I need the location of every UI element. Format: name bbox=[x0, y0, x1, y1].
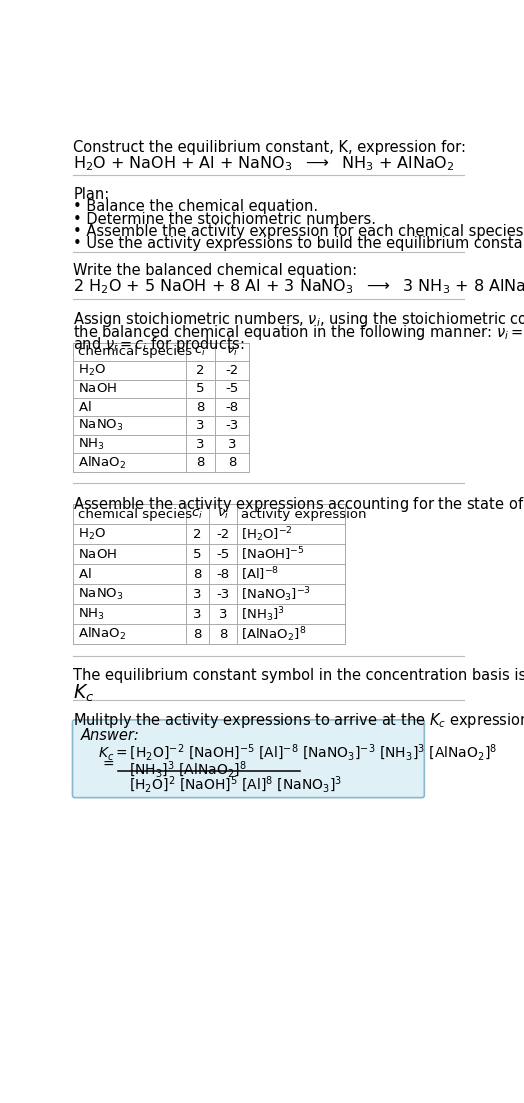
Text: chemical species: chemical species bbox=[78, 345, 192, 358]
Text: 5: 5 bbox=[193, 548, 202, 560]
Text: and $\nu_i = c_i$ for products:: and $\nu_i = c_i$ for products: bbox=[73, 335, 245, 354]
Text: Write the balanced chemical equation:: Write the balanced chemical equation: bbox=[73, 264, 357, 278]
Text: 8: 8 bbox=[228, 457, 236, 469]
Text: $\mathregular{Al}$: $\mathregular{Al}$ bbox=[78, 567, 92, 581]
Text: The equilibrium constant symbol in the concentration basis is:: The equilibrium constant symbol in the c… bbox=[73, 667, 524, 683]
Text: $\mathregular{NaOH}$: $\mathregular{NaOH}$ bbox=[78, 383, 117, 395]
Text: -5: -5 bbox=[216, 548, 230, 560]
Text: 3: 3 bbox=[196, 419, 204, 432]
Text: Mulitply the activity expressions to arrive at the $K_c$ expression:: Mulitply the activity expressions to arr… bbox=[73, 711, 524, 730]
Text: $\mathregular{H_2O}$: $\mathregular{H_2O}$ bbox=[78, 363, 106, 378]
Text: 8: 8 bbox=[196, 457, 204, 469]
Text: 3: 3 bbox=[219, 608, 227, 621]
Text: -3: -3 bbox=[225, 419, 239, 432]
Text: 8: 8 bbox=[196, 400, 204, 414]
Text: $K_c$: $K_c$ bbox=[73, 683, 94, 704]
Text: -3: -3 bbox=[216, 588, 230, 601]
Text: Assign stoichiometric numbers, $\nu_i$, using the stoichiometric coefficients, $: Assign stoichiometric numbers, $\nu_i$, … bbox=[73, 310, 524, 329]
Text: Answer:: Answer: bbox=[81, 728, 140, 743]
Text: $K_c = \mathregular{[H_2O]^{-2}\ [NaOH]^{-5}\ [Al]^{-8}\ [NaNO_3]^{-3}\ [NH_3]^{: $K_c = \mathregular{[H_2O]^{-2}\ [NaOH]^… bbox=[98, 742, 497, 762]
Text: $\mathregular{NH_3}$: $\mathregular{NH_3}$ bbox=[78, 607, 105, 622]
Text: $\mathregular{NaOH}$: $\mathregular{NaOH}$ bbox=[78, 548, 117, 560]
Text: $\mathregular{[NH_3]^3\ [AlNaO_2]^8}$: $\mathregular{[NH_3]^3\ [AlNaO_2]^8}$ bbox=[129, 759, 247, 780]
Text: 3: 3 bbox=[196, 438, 204, 451]
Text: $\mathregular{H_2O}$ + NaOH + Al + $\mathregular{NaNO_3}$  $\longrightarrow$  $\: $\mathregular{H_2O}$ + NaOH + Al + $\mat… bbox=[73, 154, 455, 173]
Text: 3: 3 bbox=[193, 608, 202, 621]
Text: 8: 8 bbox=[219, 628, 227, 641]
Text: $\nu_i$: $\nu_i$ bbox=[217, 507, 229, 521]
Text: $\mathregular{[NH_3]^{3}}$: $\mathregular{[NH_3]^{3}}$ bbox=[242, 606, 285, 623]
Text: • Use the activity expressions to build the equilibrium constant expression.: • Use the activity expressions to build … bbox=[73, 236, 524, 251]
Text: activity expression: activity expression bbox=[242, 507, 367, 521]
Text: -2: -2 bbox=[225, 364, 239, 377]
Text: $\mathregular{AlNaO_2}$: $\mathregular{AlNaO_2}$ bbox=[78, 627, 126, 642]
Text: $\nu_i$: $\nu_i$ bbox=[226, 345, 238, 358]
Text: the balanced chemical equation in the following manner: $\nu_i = -c_i$ for react: the balanced chemical equation in the fo… bbox=[73, 322, 524, 342]
Text: $\mathregular{[AlNaO_2]^{8}}$: $\mathregular{[AlNaO_2]^{8}}$ bbox=[242, 625, 307, 644]
Text: $\mathregular{2\ H_2O}$ + 5 NaOH + 8 Al + 3 $\mathregular{NaNO_3}$  $\longrighta: $\mathregular{2\ H_2O}$ + 5 NaOH + 8 Al … bbox=[73, 277, 524, 296]
Text: $\mathregular{[NaOH]^{-5}}$: $\mathregular{[NaOH]^{-5}}$ bbox=[242, 546, 305, 564]
Text: $\mathregular{[H_2O]^{-2}}$: $\mathregular{[H_2O]^{-2}}$ bbox=[242, 525, 293, 544]
Text: 3: 3 bbox=[193, 588, 202, 601]
Text: chemical species: chemical species bbox=[78, 507, 192, 521]
Text: 8: 8 bbox=[193, 628, 201, 641]
Text: $\mathregular{Al}$: $\mathregular{Al}$ bbox=[78, 400, 92, 415]
Text: =: = bbox=[103, 758, 114, 772]
Text: 5: 5 bbox=[196, 383, 204, 395]
Text: $\mathregular{NaNO_3}$: $\mathregular{NaNO_3}$ bbox=[78, 587, 124, 602]
Text: • Balance the chemical equation.: • Balance the chemical equation. bbox=[73, 200, 319, 214]
Text: Plan:: Plan: bbox=[73, 188, 110, 202]
Text: Construct the equilibrium constant, K, expression for:: Construct the equilibrium constant, K, e… bbox=[73, 140, 466, 156]
Text: $\mathregular{NaNO_3}$: $\mathregular{NaNO_3}$ bbox=[78, 418, 124, 433]
Text: -5: -5 bbox=[225, 383, 239, 395]
Text: $c_i$: $c_i$ bbox=[194, 345, 206, 358]
Text: -8: -8 bbox=[216, 568, 230, 581]
Text: 3: 3 bbox=[228, 438, 236, 451]
Text: Assemble the activity expressions accounting for the state of matter and $\nu_i$: Assemble the activity expressions accoun… bbox=[73, 495, 524, 514]
Text: -8: -8 bbox=[225, 400, 239, 414]
FancyBboxPatch shape bbox=[72, 720, 424, 797]
Text: • Determine the stoichiometric numbers.: • Determine the stoichiometric numbers. bbox=[73, 212, 376, 227]
Text: $\mathregular{H_2O}$: $\mathregular{H_2O}$ bbox=[78, 527, 106, 542]
Text: $c_i$: $c_i$ bbox=[191, 507, 203, 521]
Text: $\mathregular{AlNaO_2}$: $\mathregular{AlNaO_2}$ bbox=[78, 454, 126, 471]
Text: $\mathregular{[H_2O]^2\ [NaOH]^5\ [Al]^8\ [NaNO_3]^3}$: $\mathregular{[H_2O]^2\ [NaOH]^5\ [Al]^8… bbox=[129, 774, 342, 795]
Text: $\mathregular{[NaNO_3]^{-3}}$: $\mathregular{[NaNO_3]^{-3}}$ bbox=[242, 585, 312, 603]
Text: -2: -2 bbox=[216, 528, 230, 540]
Text: 8: 8 bbox=[193, 568, 201, 581]
Text: 2: 2 bbox=[193, 528, 202, 540]
Text: $\mathregular{NH_3}$: $\mathregular{NH_3}$ bbox=[78, 437, 105, 452]
Text: 2: 2 bbox=[196, 364, 204, 377]
Text: • Assemble the activity expression for each chemical species.: • Assemble the activity expression for e… bbox=[73, 224, 524, 239]
Text: $\mathregular{[Al]^{-8}}$: $\mathregular{[Al]^{-8}}$ bbox=[242, 566, 280, 583]
